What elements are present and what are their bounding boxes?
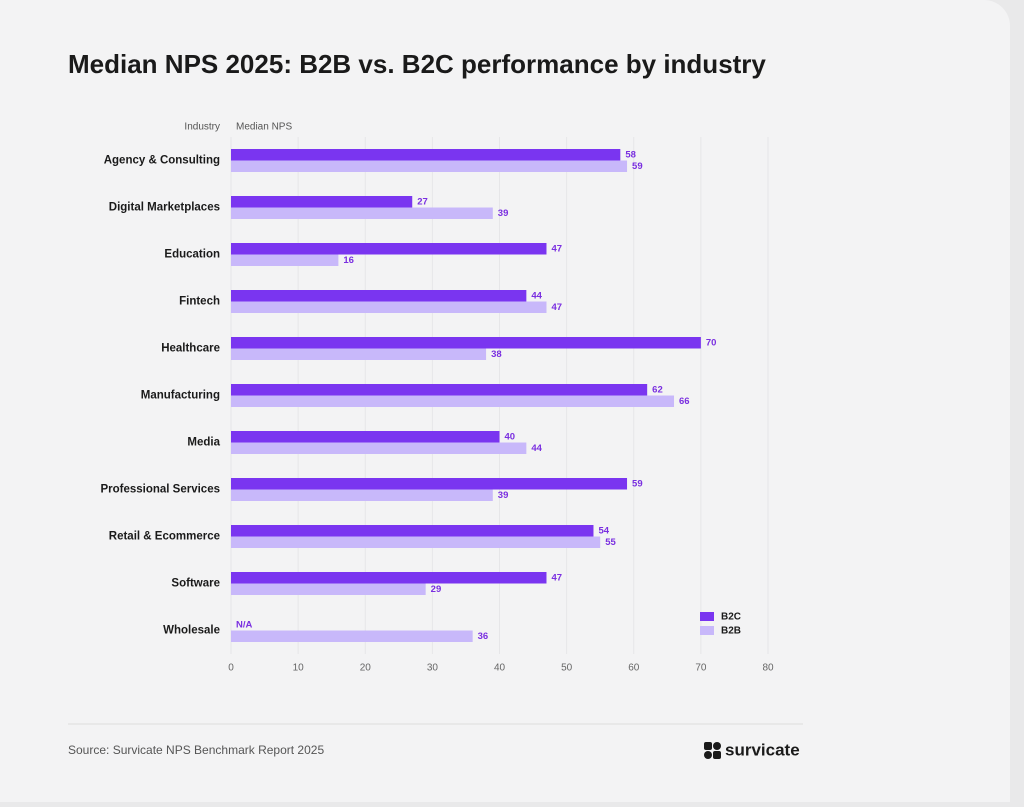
y-tick-label: Healthcare: [161, 343, 220, 355]
legend-swatch: [700, 612, 714, 621]
y-tick-label: Manufacturing: [141, 390, 220, 402]
data-label: 55: [605, 537, 616, 548]
data-label: 39: [498, 490, 509, 501]
x-tick-label: 10: [293, 663, 305, 674]
y-tick-label: Wholesale: [163, 625, 220, 637]
x-tick-label: 0: [228, 663, 234, 674]
data-label: N/A: [236, 619, 253, 630]
legend-swatch: [700, 626, 714, 635]
y-tick-label: Retail & Ecommerce: [109, 531, 220, 543]
y-tick-label: Professional Services: [100, 484, 220, 496]
bar: [231, 525, 594, 537]
data-label: 44: [531, 443, 542, 454]
source: Source: Survicate NPS Benchmark Report 2…: [68, 743, 324, 757]
data-label: 47: [551, 302, 562, 313]
data-label: 29: [431, 584, 442, 595]
y-tick-label: Digital Marketplaces: [109, 202, 220, 214]
bar: [231, 290, 527, 302]
bar: [231, 254, 339, 266]
bar: [231, 478, 628, 490]
bar: [231, 384, 648, 396]
bar: [231, 160, 628, 172]
bar: [231, 348, 487, 360]
bar: [231, 395, 675, 407]
x-tick-label: 70: [695, 663, 707, 674]
x-axis-label: Median NPS: [236, 122, 292, 133]
data-label: 36: [478, 631, 489, 642]
data-label: 38: [491, 349, 502, 360]
x-tick-label: 20: [360, 663, 372, 674]
bar: [231, 572, 547, 584]
data-label: 47: [551, 572, 562, 583]
bar: [231, 442, 527, 454]
data-label: 54: [598, 525, 609, 536]
data-label: 27: [417, 196, 428, 207]
y-tick-label: Education: [164, 249, 220, 261]
brand-name: survicate: [725, 740, 800, 759]
bar: [231, 583, 426, 595]
y-tick-label: Media: [187, 437, 220, 449]
data-label: 44: [531, 290, 542, 301]
data-label: 40: [505, 431, 516, 442]
data-label: 47: [551, 243, 562, 254]
legend-label: B2C: [721, 612, 741, 623]
bar: [231, 196, 413, 208]
y-tick-label: Software: [171, 578, 220, 590]
data-label: 70: [706, 337, 717, 348]
x-tick-label: 60: [628, 663, 640, 674]
brand-icon: [704, 742, 721, 759]
x-tick-label: 50: [561, 663, 573, 674]
bar: [231, 630, 473, 642]
y-tick-label: Agency & Consulting: [104, 155, 220, 167]
data-label: 58: [625, 149, 636, 160]
bar: [231, 149, 621, 161]
x-tick-label: 80: [762, 663, 774, 674]
bar: [231, 243, 547, 255]
data-label: 59: [632, 161, 643, 172]
bar: [231, 536, 601, 548]
data-label: 39: [498, 208, 509, 219]
data-label: 62: [652, 384, 663, 395]
data-label: 59: [632, 478, 643, 489]
data-label: 66: [679, 396, 690, 407]
brand-logo: survicate: [704, 740, 800, 759]
y-tick-label: Fintech: [179, 296, 220, 308]
bar: [231, 301, 547, 313]
x-tick-label: 40: [494, 663, 506, 674]
bar: [231, 489, 493, 501]
chart-title: Median NPS 2025: B2B vs. B2C performance…: [68, 49, 766, 79]
data-label: 16: [343, 255, 354, 266]
y-axis-label: Industry: [184, 122, 220, 133]
bar: [231, 207, 493, 219]
x-tick-label: 30: [427, 663, 439, 674]
bar: [231, 337, 701, 349]
legend-label: B2B: [721, 626, 741, 637]
bar: [231, 431, 500, 443]
